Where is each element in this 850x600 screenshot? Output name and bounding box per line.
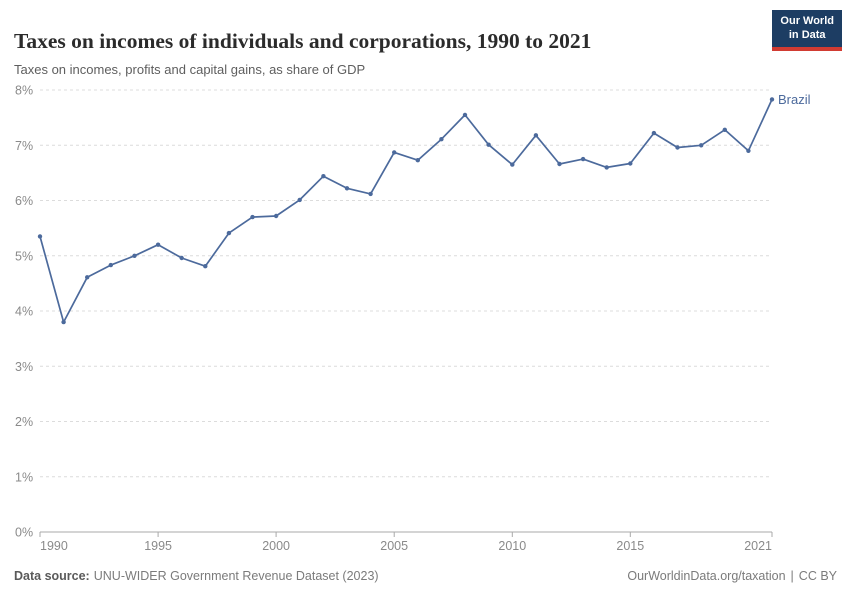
x-axis-label: 2015	[616, 539, 644, 553]
x-axis-label: 2005	[380, 539, 408, 553]
data-point	[37, 234, 43, 239]
data-point	[108, 262, 114, 268]
chart-subtitle: Taxes on incomes, profits and capital ga…	[14, 62, 366, 77]
y-axis-label: 6%	[15, 194, 33, 208]
data-point	[675, 145, 680, 150]
data-point	[604, 165, 609, 170]
series-label-brazil: Brazil	[778, 92, 811, 107]
footer-separator: |	[790, 569, 794, 583]
data-point	[486, 142, 491, 147]
data-point	[321, 174, 326, 179]
data-point	[462, 112, 468, 118]
data-source-label: Data source:	[14, 569, 90, 583]
data-point	[722, 127, 727, 132]
owid-logo[interactable]: Our World in Data	[772, 10, 842, 51]
data-point	[557, 161, 562, 167]
data-point	[533, 133, 539, 138]
data-point	[132, 253, 137, 258]
chart-footer: Data source: UNU-WIDER Government Revenue…	[14, 569, 837, 583]
x-axis-label: 2010	[498, 539, 526, 553]
data-source: Data source: UNU-WIDER Government Revenue…	[14, 569, 379, 583]
data-point	[273, 213, 279, 219]
data-point	[699, 143, 704, 148]
data-point	[415, 158, 420, 163]
data-point	[510, 162, 515, 167]
x-axis-label: 2021	[744, 539, 772, 553]
y-axis-label: 0%	[15, 526, 33, 540]
data-point	[580, 156, 586, 162]
y-axis-label: 1%	[15, 470, 33, 484]
y-axis-label: 8%	[15, 84, 33, 98]
data-point	[746, 148, 751, 153]
data-point	[297, 197, 302, 203]
data-point	[368, 191, 373, 197]
page-title: Taxes on incomes of individuals and corp…	[14, 29, 592, 54]
y-axis-label: 3%	[15, 360, 33, 374]
data-point	[179, 255, 184, 261]
owid-url-link[interactable]: OurWorldinData.org/taxation	[627, 569, 786, 583]
data-source-value: UNU-WIDER Government Revenue Dataset (20…	[93, 569, 379, 583]
data-point	[203, 264, 208, 269]
data-point	[769, 97, 775, 102]
data-point	[392, 150, 397, 155]
y-axis-label: 7%	[15, 139, 33, 153]
data-point	[155, 242, 161, 247]
data-point	[651, 130, 657, 136]
y-axis-label: 4%	[15, 305, 33, 319]
y-axis-label: 5%	[15, 249, 33, 263]
data-point	[61, 319, 66, 325]
y-axis-label: 2%	[15, 415, 33, 429]
line-chart: 0% 1% 2% 3% 4% 5% 6% 7% 8% 1990 1995 2000 2005 2010 20…	[15, 84, 811, 554]
series-line-brazil	[39, 98, 773, 323]
data-point	[226, 230, 232, 236]
x-axis-label: 2000	[262, 539, 290, 553]
data-point	[628, 161, 633, 166]
footer-links: OurWorldinData.org/taxation | CC BY	[627, 569, 837, 583]
license-link[interactable]: CC BY	[798, 569, 837, 583]
x-axis-label: 1990	[40, 539, 68, 553]
data-point	[344, 186, 350, 191]
data-point	[439, 137, 444, 142]
data-point	[250, 214, 255, 220]
owid-logo-line2: in Data	[788, 28, 826, 41]
data-point	[85, 275, 90, 280]
owid-logo-line1: Our World	[780, 15, 834, 27]
x-axis-label: 1995	[144, 539, 172, 553]
